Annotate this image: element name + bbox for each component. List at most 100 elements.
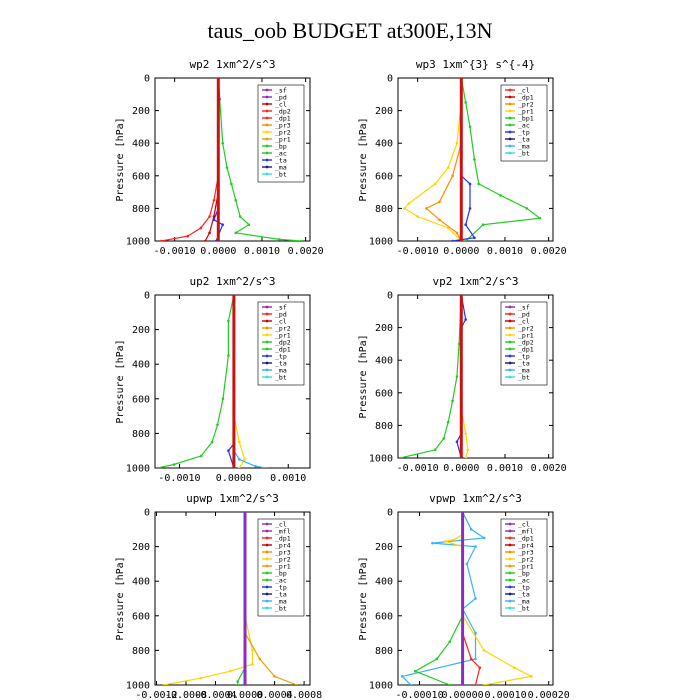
legend-label: _bt <box>275 604 287 612</box>
legend-label: _cl <box>275 317 287 325</box>
legend-marker <box>265 557 269 561</box>
legend-label: _bp <box>518 569 530 577</box>
y-tick-label: 200 <box>375 106 393 117</box>
legend-box <box>500 518 548 617</box>
series-marker <box>237 440 241 444</box>
legend: _cl_mfl_dp1_pr4_pr3_pr2_pr1_bp_ac_tp_ta_… <box>257 518 305 617</box>
y-tick-label: 0 <box>387 291 393 302</box>
series-marker <box>273 675 276 678</box>
series-line <box>400 295 462 458</box>
y-tick-label: 200 <box>132 106 150 117</box>
series-marker <box>464 101 467 104</box>
series-marker <box>464 432 467 435</box>
legend-label: _ma <box>275 597 287 605</box>
legend-label: _bt <box>275 373 287 381</box>
legend-marker <box>265 165 269 169</box>
legend-marker <box>265 354 269 358</box>
y-tick-label: 200 <box>375 323 393 334</box>
series-marker <box>237 458 241 461</box>
series-marker <box>499 194 502 197</box>
y-tick-label: 1000 <box>126 681 150 692</box>
series-marker <box>238 215 242 218</box>
series-marker <box>278 238 281 241</box>
series-marker <box>295 683 299 685</box>
x-tick-label: 0.0010 <box>270 473 306 484</box>
series-marker <box>455 375 459 378</box>
legend-marker <box>508 144 512 148</box>
series-marker <box>172 463 176 466</box>
legend-label: _mfl <box>275 527 291 535</box>
x-tick-label: -0.0010 <box>158 473 200 484</box>
legend-marker <box>508 109 512 113</box>
legend-label: _bp <box>275 142 287 150</box>
legend-label: _ta <box>275 359 287 367</box>
series-marker <box>474 597 477 600</box>
plot-frame <box>154 511 311 686</box>
y-tick-label: 400 <box>132 360 150 371</box>
legend-marker <box>265 305 269 309</box>
x-tick-label: 0.0010 <box>244 246 280 257</box>
x-tick-label: 0.0000 <box>200 246 236 257</box>
legend-marker <box>508 354 512 358</box>
y-tick-label: 400 <box>132 577 150 588</box>
series-marker <box>538 216 542 220</box>
series-marker <box>221 397 225 401</box>
legend-label: _ac <box>518 576 530 584</box>
legend-label: _cl <box>275 520 287 528</box>
series-marker <box>236 683 239 685</box>
series-marker <box>444 540 447 543</box>
legend-marker <box>265 116 269 120</box>
x-tick-label: -0.0010 <box>154 246 196 257</box>
series-marker <box>221 141 224 145</box>
legend-marker <box>508 599 512 603</box>
series-marker <box>234 198 238 202</box>
legend-label: _dp2 <box>275 338 291 346</box>
y-tick-label: 800 <box>375 204 393 215</box>
y-tick-label: 0 <box>144 508 150 519</box>
legend-marker <box>265 564 269 568</box>
series-line <box>413 512 464 685</box>
legend-label: _ac <box>275 149 287 157</box>
series-marker <box>466 448 470 452</box>
series-marker <box>448 640 451 644</box>
series-marker <box>225 166 229 169</box>
y-axis-label: Pressure [hPa] <box>358 334 369 418</box>
y-tick-label: 0 <box>387 508 393 519</box>
legend-label: _ma <box>275 163 287 171</box>
legend-label: _sf <box>275 303 287 311</box>
series-marker <box>455 141 459 145</box>
y-tick-label: 1000 <box>369 237 393 248</box>
y-tick-label: 400 <box>375 139 393 150</box>
series-line <box>452 78 476 241</box>
legend-marker <box>265 144 269 148</box>
legend-label: _ta <box>518 590 530 598</box>
series-marker <box>464 223 467 226</box>
legend-label: _ac <box>275 576 287 584</box>
legend-label: _bt <box>518 373 530 381</box>
x-tick-label: 0.0000 <box>227 690 263 700</box>
chart-panel-6: vpwp 1xm^2/s^3 Pressure [hPa] 0 200 400 600 80… <box>358 492 570 700</box>
x-tick-label: 0.0008 <box>286 690 322 700</box>
legend: _cl_dp1_pr2_pr1_bp1_ac_tp_ta_ma_bt <box>500 84 548 162</box>
series-line <box>460 78 542 241</box>
series-marker <box>227 354 230 357</box>
legend-marker <box>265 361 269 365</box>
legend-marker <box>265 592 269 596</box>
legend-label: _cl <box>518 86 530 94</box>
series-marker <box>212 218 216 222</box>
legend-label: _sf <box>518 303 530 311</box>
legend-marker <box>265 578 269 582</box>
chart-panel-3: up2 1xm^2/s^3 Pressure [hPa] 0 200 400 600 800… <box>115 275 311 484</box>
legend-marker <box>508 312 512 316</box>
y-tick-label: 1000 <box>369 681 393 692</box>
legend-label: _tp <box>518 128 530 136</box>
legend-marker <box>265 333 269 337</box>
series-marker <box>398 456 402 458</box>
x-tick-label: 0.0020 <box>531 246 567 257</box>
legend-marker <box>265 571 269 575</box>
series-marker <box>457 342 461 346</box>
legend-label: _ma <box>518 366 530 374</box>
series-marker <box>473 158 476 161</box>
series-marker <box>403 207 406 210</box>
y-tick-label: 0 <box>387 74 393 85</box>
